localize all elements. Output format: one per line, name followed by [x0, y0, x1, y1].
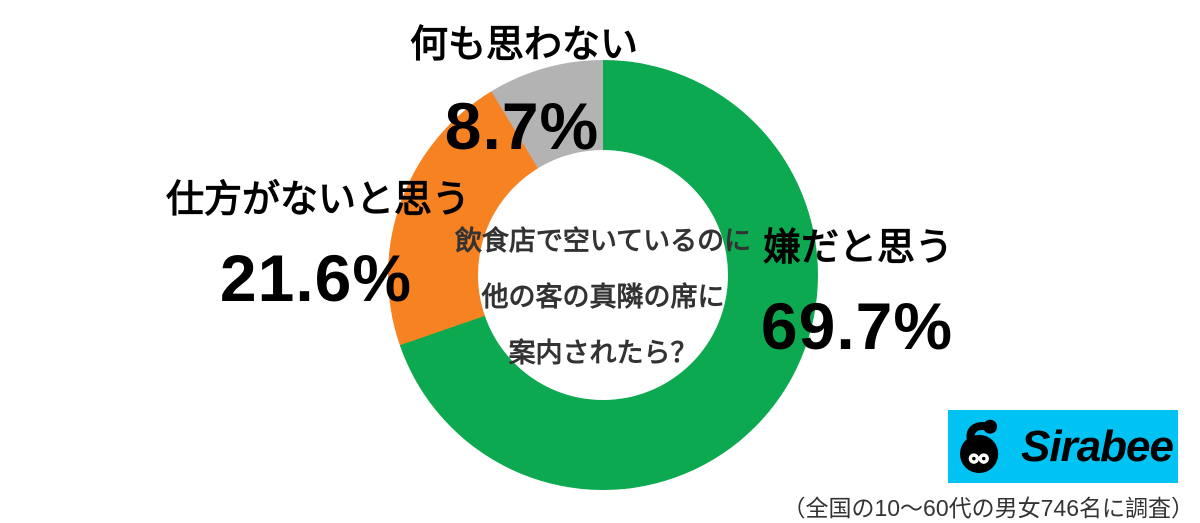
sirabee-tadpole-icon: [959, 419, 999, 473]
survey-caption: （全国の10〜60代の男女746名に調査）: [782, 495, 1194, 521]
chart-question-line-2: 他の客の真隣の席に: [481, 282, 725, 312]
slice-value-dislike: 69.7%: [760, 289, 954, 363]
slice-label-dislike: 嫌だと思う: [762, 227, 954, 269]
chart-question-line-3: 案内されたら？: [508, 338, 698, 368]
sirabee-wordmark: Sirabee: [1021, 421, 1174, 471]
chart-question-line-1: 飲食店で空いているのに: [454, 226, 752, 256]
slice-label-resigned: 仕方がないと思う: [165, 179, 471, 221]
slice-label-nothing: 何も思わない: [409, 24, 639, 66]
donut-hole: 飲食店で空いているのに 他の客の真隣の席に 案内されたら？: [455, 150, 751, 400]
slice-value-resigned: 21.6%: [219, 241, 413, 315]
slice-value-nothing: 8.7%: [444, 89, 600, 163]
sirabee-logo: Sirabee: [948, 410, 1178, 483]
